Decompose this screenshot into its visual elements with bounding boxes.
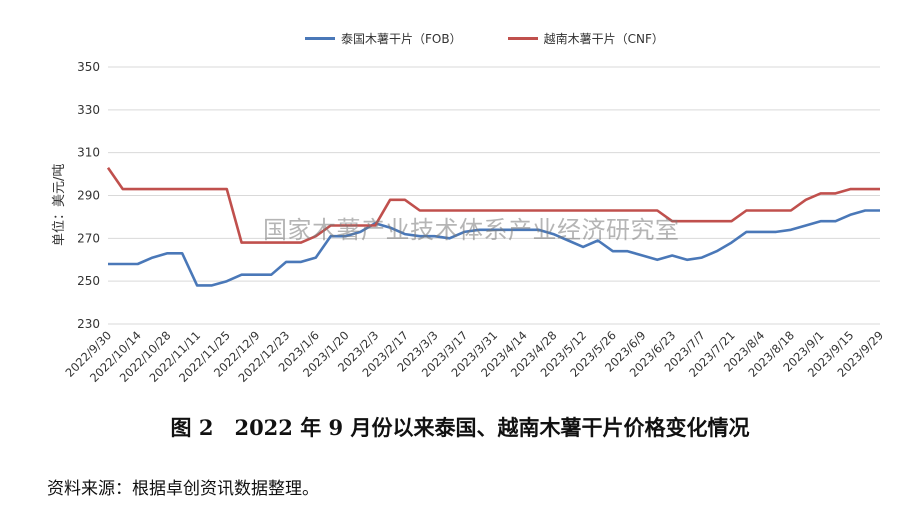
- y-tick-label: 230: [77, 317, 100, 331]
- data-source-note: 资料来源：根据卓创资讯数据整理。: [47, 479, 319, 499]
- fob-price-line: [108, 209, 880, 287]
- legend-label-cnf: 越南木薯干片（CNF）: [543, 32, 664, 46]
- y-tick-label: 350: [77, 60, 100, 74]
- series-lines: [106, 166, 880, 287]
- y-axis-label: 单位：美元/吨: [52, 163, 67, 246]
- line-chart: 230 250 270 290 310 330 350 2022/9/302022/10/1…: [63, 60, 887, 385]
- figure-caption: 图 2 2022 年 9 月份以来泰国、越南木薯干片价格变化情况: [170, 415, 750, 440]
- y-tick-label: 310: [77, 146, 100, 160]
- y-tick-label: 290: [77, 189, 100, 203]
- grid-lines: [108, 66, 880, 325]
- legend-item-fob: 泰国木薯干片（FOB）: [305, 30, 462, 47]
- y-tick-label: 330: [77, 103, 100, 117]
- chart-legend: 泰国木薯干片（FOB） 越南木薯干片（CNF）: [305, 30, 664, 47]
- y-tick-labels: 230 250 270 290 310 330 350: [77, 60, 100, 331]
- y-tick-label: 250: [77, 274, 100, 288]
- legend-swatch-fob: [305, 37, 335, 40]
- watermark: 国家木薯产业技术体系产业经济研究室: [263, 216, 680, 244]
- cnf-price-line: [106, 166, 880, 244]
- y-tick-label: 270: [77, 231, 100, 245]
- x-tick-labels: 2022/9/302022/10/142022/10/282022/11/112…: [63, 328, 887, 385]
- legend-item-cnf: 越南木薯干片（CNF）: [507, 30, 664, 47]
- legend-swatch-cnf: [507, 37, 538, 40]
- legend-label-fob: 泰国木薯干片（FOB）: [341, 32, 462, 46]
